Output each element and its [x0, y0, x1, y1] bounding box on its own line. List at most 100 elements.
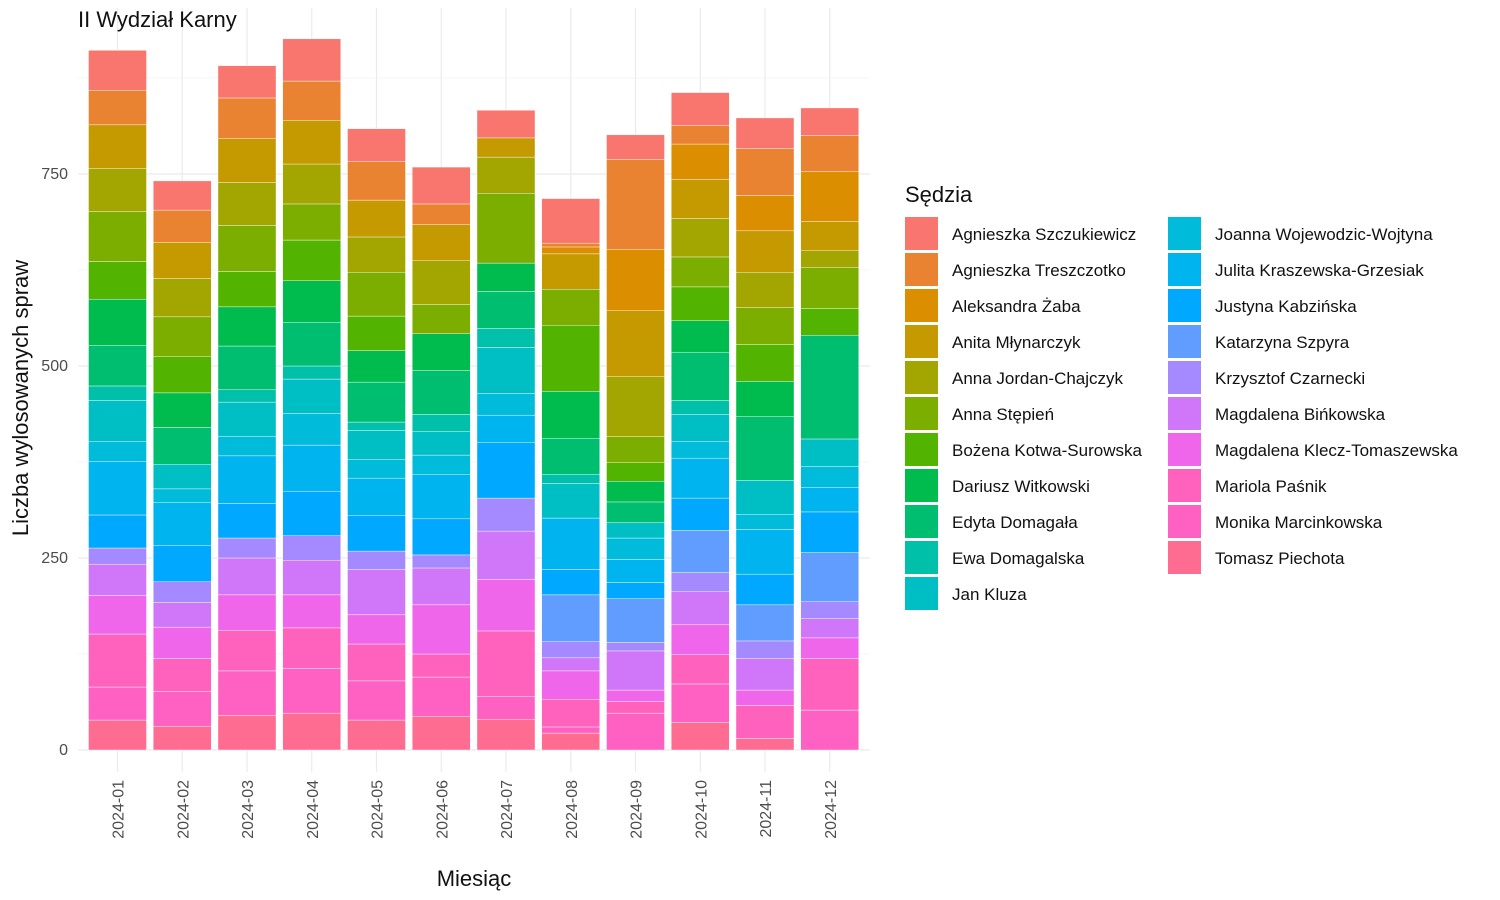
bar-segment	[800, 658, 859, 711]
bar-segment	[800, 250, 859, 268]
bar-segment	[153, 392, 212, 428]
bar-segment	[671, 572, 730, 592]
bar-segment	[606, 650, 665, 691]
bar-segment	[217, 306, 277, 347]
bar-segment	[153, 180, 212, 211]
bar-segment	[282, 444, 341, 492]
x-tick-label: 2024-03	[240, 780, 257, 839]
bar-segment	[88, 168, 147, 212]
bar-segment	[217, 715, 277, 751]
bar-segment	[217, 537, 277, 559]
legend-key	[905, 397, 938, 430]
bar-segment	[541, 517, 600, 570]
bar-segment	[735, 272, 795, 308]
x-tick-label: 2024-07	[499, 780, 516, 839]
bar-segment	[606, 582, 665, 599]
bar-segment	[606, 310, 665, 377]
bar-segment	[282, 239, 341, 281]
bar-segment	[88, 211, 147, 262]
bar-segment	[735, 658, 795, 691]
bar-segment	[282, 203, 341, 241]
x-tick-label: 2024-11	[758, 780, 775, 838]
bar-segment	[735, 689, 795, 706]
bar-segment	[800, 487, 859, 513]
bar-segment	[476, 579, 536, 632]
legend-label: Anna Jordan-Chajczyk	[952, 369, 1124, 388]
bar-segment	[153, 464, 212, 490]
bar-segment	[541, 246, 600, 255]
x-axis-ticks: 2024-01 2024-02 2024-03 2024-04 2024-05 2024-…	[111, 780, 840, 839]
bar-segment	[282, 594, 341, 629]
bar-segment	[282, 490, 341, 536]
bar-segment	[153, 658, 212, 692]
y-tick-label: 250	[41, 550, 68, 567]
legend-key	[905, 469, 938, 502]
bar-segment	[347, 643, 406, 682]
bar-segment	[671, 179, 730, 219]
bar-segment	[347, 381, 406, 423]
bar-segment	[282, 413, 341, 446]
legend: Sędzia Agnieszka Szczukiewicz Agnieszka T…	[905, 182, 1458, 610]
bar-segment	[153, 427, 212, 465]
bar-segment	[217, 389, 277, 403]
legend-label: Agnieszka Szczukiewicz	[952, 225, 1136, 244]
bar-segment	[800, 135, 859, 172]
legend-label: Dariusz Witkowski	[952, 477, 1090, 496]
bar-segment	[606, 537, 665, 560]
bar-segment	[217, 138, 277, 183]
bar-segment	[541, 474, 600, 484]
bar-segment	[735, 604, 795, 642]
bar-segment	[476, 442, 536, 499]
bar-segment	[282, 322, 341, 367]
bar-segment	[800, 107, 859, 136]
bar-segment	[347, 569, 406, 616]
bar-segment	[347, 515, 406, 552]
legend-label: Agnieszka Treszczotko	[952, 261, 1126, 280]
bar-segment	[153, 545, 212, 583]
bar-segment	[347, 272, 406, 317]
bar-segment	[88, 441, 147, 462]
legend-label: Aleksandra Żaba	[952, 297, 1081, 316]
bar-segment	[347, 550, 406, 570]
x-tick-label: 2024-09	[629, 780, 646, 839]
x-axis-title: Miesiąc	[437, 866, 512, 891]
legend-key	[1168, 469, 1201, 502]
bar-segment	[153, 581, 212, 603]
legend-label: Ewa Domagalska	[952, 549, 1085, 568]
bar-segment	[800, 221, 859, 251]
bar-segment	[800, 511, 859, 553]
bar-segment	[541, 657, 600, 672]
bar-segment	[541, 391, 600, 439]
bar-segment	[606, 559, 665, 583]
bar-segment	[800, 335, 859, 440]
bar-segment	[671, 624, 730, 655]
bar-segment	[217, 65, 277, 99]
bar-segment	[735, 307, 795, 345]
legend-label: Mariola Paśnik	[1215, 477, 1327, 496]
bar-segment	[735, 148, 795, 196]
bar-segment	[88, 719, 147, 751]
bar-segment	[476, 291, 536, 329]
bar-segment	[800, 438, 859, 467]
bar-segment	[541, 699, 600, 728]
bar-segment	[412, 203, 471, 225]
legend-key	[905, 577, 938, 610]
bar-segment	[735, 738, 795, 751]
bar-segment	[217, 503, 277, 539]
bar-segment	[412, 414, 471, 432]
bar-segment	[282, 712, 341, 751]
bar-segment	[671, 683, 730, 723]
bar-segment	[282, 560, 341, 596]
bar-segment	[735, 514, 795, 530]
bar-segment	[476, 192, 536, 264]
bar-segment	[541, 437, 600, 475]
bar-segment	[88, 50, 147, 91]
bar-segment	[606, 134, 665, 160]
legend-key	[1168, 289, 1201, 322]
bar-segment	[541, 732, 600, 751]
bar-segment	[476, 393, 536, 416]
bar-segment	[606, 522, 665, 539]
bar-segment	[153, 356, 212, 394]
bar-segment	[282, 120, 341, 165]
y-axis-ticks: 0 250 500 750	[41, 166, 68, 759]
